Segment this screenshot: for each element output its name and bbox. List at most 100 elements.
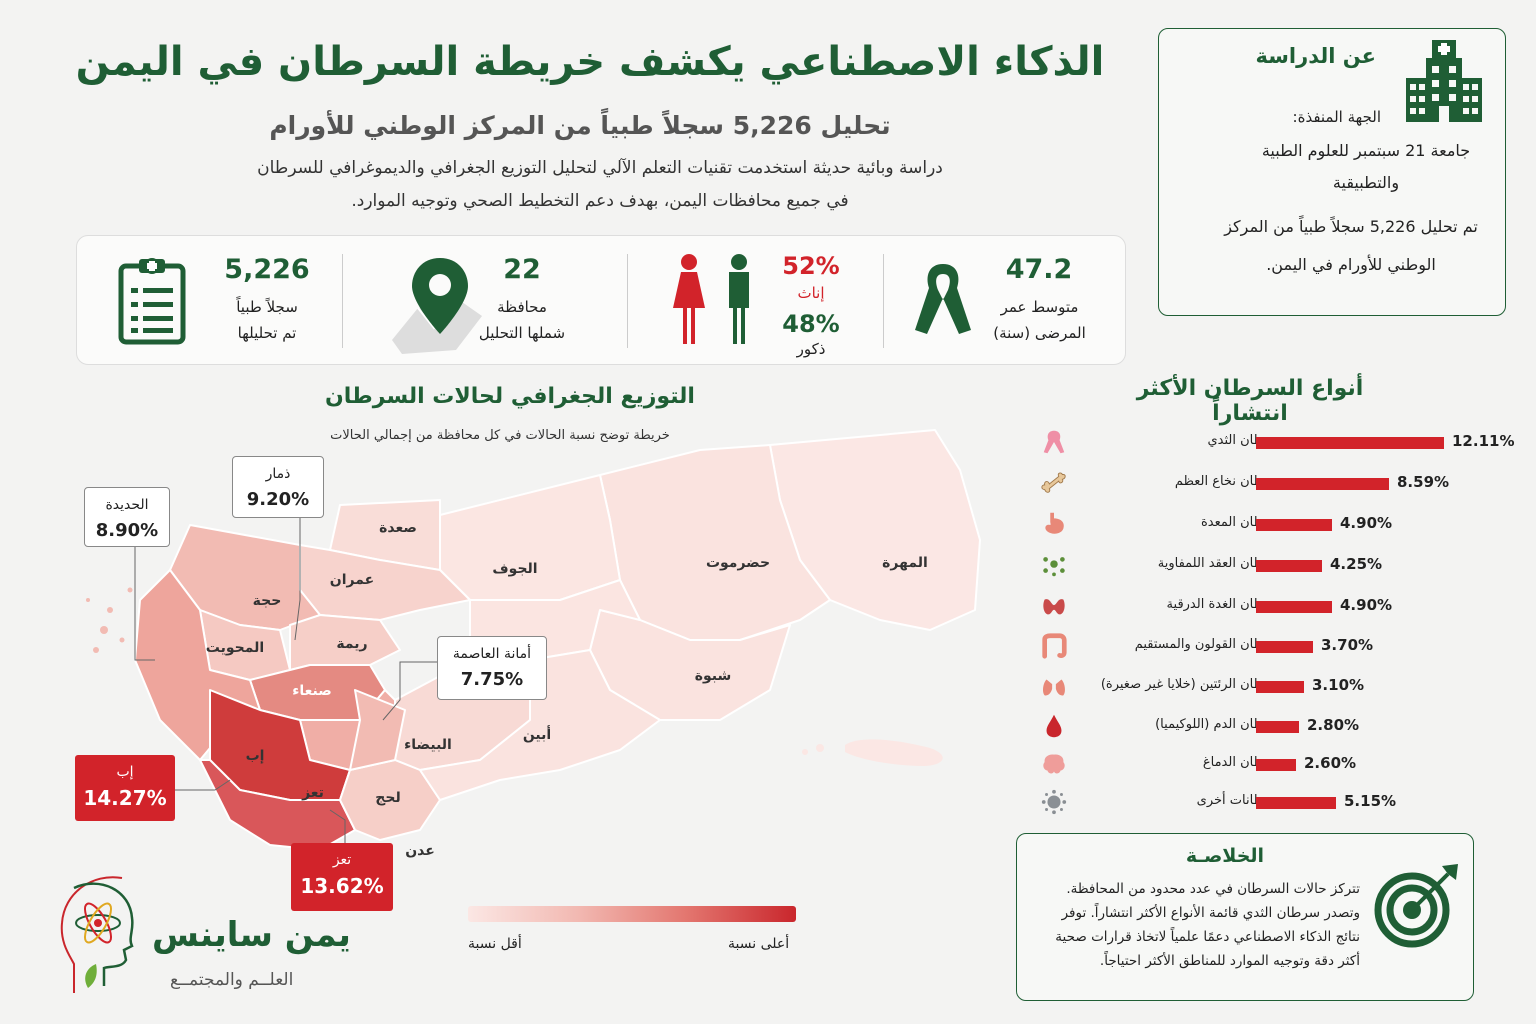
age-label-1: متوسط عمر xyxy=(1000,298,1079,316)
callout-dhamar-pct: 9.20% xyxy=(246,489,310,510)
male-pct: 48% xyxy=(782,310,840,338)
page-subtitle: تحليل 5,226 سجلاً طبياً من المركز الوطني… xyxy=(269,111,891,140)
type-row: سرطان الرئتين (خلايا غير صغيرة) 3.10% xyxy=(1036,672,1516,702)
type-bar xyxy=(1256,681,1304,693)
type-row: سرطان الدم (اللوكيميا) 2.80% xyxy=(1036,712,1516,742)
type-name: سرطان الدم (اللوكيميا) xyxy=(1155,717,1282,732)
brain-icon xyxy=(1043,754,1065,774)
intro-line-1: دراسة وبائية حديثة استخدمت تقنيات التعلم… xyxy=(257,158,943,178)
callout-hodeidah-name: الحديدة xyxy=(105,497,149,513)
type-name: سرطان الثدي xyxy=(1207,433,1282,448)
conclusion-text: تتركز حالات السرطان في عدد محدود من المح… xyxy=(1055,881,1360,969)
stats-bar: 5,226 سجلاً طبياً تم تحليلها 22 محافظة ش… xyxy=(76,235,1126,365)
blood-drop-icon xyxy=(1046,714,1062,738)
age-value: 47.2 xyxy=(1005,254,1073,285)
callout-ibb-name: إب xyxy=(116,764,134,780)
bone-icon xyxy=(1041,472,1066,493)
type-value: 4.90% xyxy=(1340,514,1393,532)
type-value: 12.11% xyxy=(1452,432,1515,450)
label-taiz: تعز xyxy=(301,785,324,801)
type-row: سرطان المعدة 4.90% xyxy=(1036,510,1516,540)
type-name: سرطانات أخرى xyxy=(1196,793,1282,808)
type-bar xyxy=(1256,478,1389,490)
callout-dhamar-name: ذمار xyxy=(265,466,291,482)
thyroid-icon xyxy=(1043,599,1065,615)
legend-high-label: أعلى نسبة xyxy=(728,936,790,952)
about-note: تم تحليل 5,226 سجلاً طبياً من المركز الو… xyxy=(1224,217,1478,274)
label-saada: صعدة xyxy=(379,520,417,536)
conclusion-card xyxy=(1016,833,1474,1001)
type-name: سرطان نخاع العظم xyxy=(1174,474,1282,489)
label-ibb: إب xyxy=(246,748,265,764)
callout-hodeidah: الحديدة 8.90% xyxy=(84,487,170,547)
region-lahj xyxy=(339,759,441,841)
type-value: 4.90% xyxy=(1340,596,1393,614)
male-label: ذكور xyxy=(796,340,826,358)
types-title: أنواع السرطان الأكثر انتشاراً xyxy=(1136,376,1364,426)
legend-low-label: أقل نسبة xyxy=(468,936,522,952)
target-icon xyxy=(1374,864,1458,948)
label-lahj: لحج xyxy=(375,790,400,806)
label-amran: عمران xyxy=(330,572,374,588)
callout-dhamar: ذمار 9.20% xyxy=(232,456,324,518)
label-hajjah: حجة xyxy=(253,593,282,609)
type-value: 3.70% xyxy=(1321,636,1374,654)
logo-name: يمن ساينس xyxy=(152,915,351,955)
type-row: سرطان الغدة الدرقية 4.90% xyxy=(1036,592,1516,622)
type-value: 3.10% xyxy=(1312,676,1365,694)
type-value: 4.25% xyxy=(1330,555,1383,573)
logo-tagline: العلــم والمجتمــع xyxy=(170,970,294,990)
type-bar xyxy=(1256,641,1313,653)
type-name: سرطان الغدة الدرقية xyxy=(1166,597,1282,612)
colon-icon xyxy=(1042,633,1067,659)
label-raymah: ريمة xyxy=(336,636,367,652)
label-hadramout: حضرموت xyxy=(706,555,770,571)
label-sanaa: صنعاء xyxy=(292,683,332,699)
callout-ibb-pct: 14.27% xyxy=(83,786,167,810)
type-bar xyxy=(1256,797,1336,809)
label-mahra: المهرة xyxy=(882,555,928,571)
label-jawf: الجوف xyxy=(492,561,537,577)
callout-hodeidah-pct: 8.90% xyxy=(95,520,159,541)
type-value: 5.15% xyxy=(1344,792,1397,810)
stomach-icon xyxy=(1045,512,1064,534)
page-title: الذكاء الاصطناعي يكشف خريطة السرطان في ا… xyxy=(75,39,1105,85)
clipboard-icon xyxy=(118,258,186,345)
label-abyan: أبين xyxy=(523,725,551,743)
type-value: 2.60% xyxy=(1304,754,1357,772)
records-label-1: سجلاً طبياً xyxy=(236,298,298,316)
type-name: سرطان المعدة xyxy=(1200,515,1282,530)
callout-capital-name: أمانة العاصمة xyxy=(452,646,532,662)
age-label-2: المرضى (سنة) xyxy=(993,324,1086,342)
intro-text: دراسة وبائية حديثة استخدمت تقنيات التعلم… xyxy=(120,152,1080,218)
records-value: 5,226 xyxy=(224,254,310,285)
governorates-value: 22 xyxy=(503,254,541,285)
callout-ibb: إب 14.27% xyxy=(75,755,175,821)
type-row: سرطان العقد اللمفاوية 4.25% xyxy=(1036,551,1516,581)
governorates-label-2: شملها التحليل xyxy=(478,324,566,342)
callout-capital: أمانة العاصمة 7.75% xyxy=(437,636,547,700)
lungs-icon xyxy=(1043,677,1065,696)
science-head-icon xyxy=(60,876,134,993)
type-row: سرطان الثدي 12.11% xyxy=(1036,428,1516,458)
label-bayda: البيضاء xyxy=(404,737,452,753)
about-exec-label: الجهة المنفذة: xyxy=(1292,108,1381,126)
conclusion-title: الخلاصـة xyxy=(1185,845,1265,867)
type-value: 2.80% xyxy=(1307,716,1360,734)
type-bar xyxy=(1256,721,1299,733)
callout-taiz-name: تعز xyxy=(332,852,352,868)
type-bar xyxy=(1256,519,1332,531)
map-pin-icon xyxy=(392,258,482,354)
type-bar xyxy=(1256,759,1296,771)
type-row: سرطان القولون والمستقيم 3.70% xyxy=(1036,632,1516,662)
pink-ribbon-icon xyxy=(1043,430,1065,454)
intro-line-2: في جميع محافظات اليمن، بهدف دعم التخطيط … xyxy=(351,191,849,211)
callout-taiz-pct: 13.62% xyxy=(300,874,384,898)
type-row: سرطانات أخرى 5.15% xyxy=(1036,788,1516,818)
virus-icon xyxy=(1041,789,1067,815)
map-subtitle: خريطة توضح نسبة الحالات في كل محافظة من … xyxy=(330,428,670,443)
type-value: 8.59% xyxy=(1397,473,1450,491)
governorates-label-1: محافظة xyxy=(497,298,547,316)
type-name: سرطان القولون والمستقيم xyxy=(1134,637,1282,652)
type-bar xyxy=(1256,560,1322,572)
